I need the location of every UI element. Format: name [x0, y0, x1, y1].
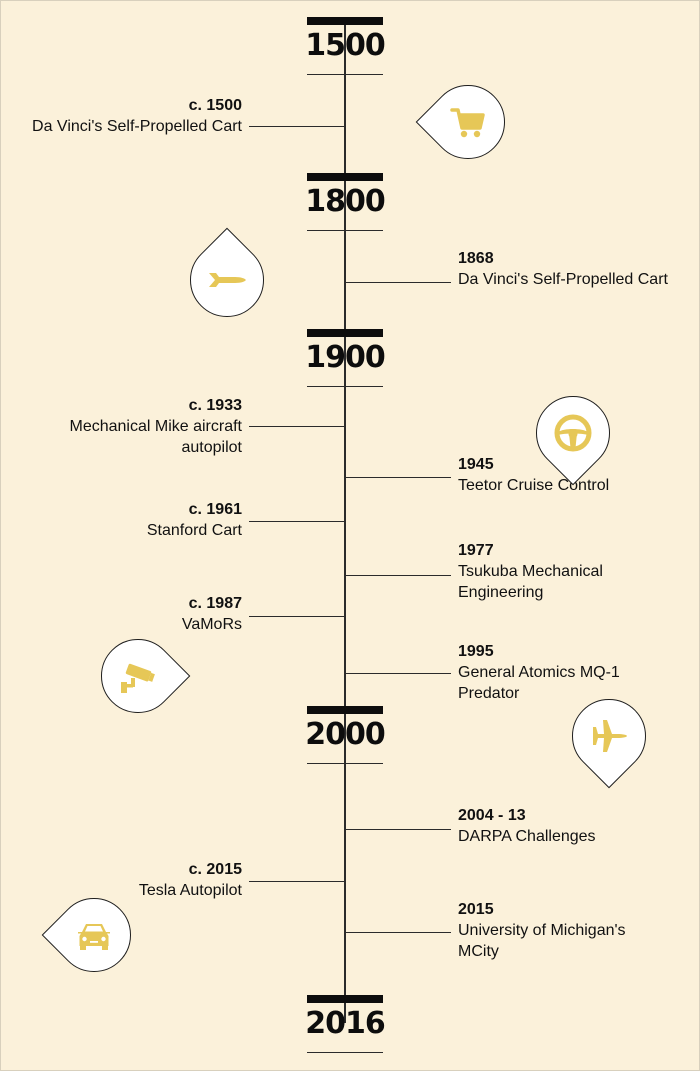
event-c1933: c. 1933 Mechanical Mike aircraft autopil…: [42, 395, 243, 458]
event-title: General Atomics MQ-1 Predator: [458, 664, 620, 702]
event-connector: [345, 829, 451, 830]
event-year: 2004 - 13: [458, 807, 526, 824]
event-connector: [249, 881, 345, 882]
era-label: 1900: [305, 340, 386, 375]
era-marker-1900: 1900: [305, 329, 386, 387]
event-c1987: c. 1987 VaMoRs: [42, 593, 242, 635]
event-connector: [249, 521, 345, 522]
event-year: c. 2015: [188, 861, 242, 878]
event-c2015: c. 2015 Tesla Autopilot: [42, 859, 242, 901]
event-title: DARPA Challenges: [458, 828, 596, 845]
event-1868: 1868 Da Vinci's Self-Propelled Cart: [458, 248, 668, 290]
event-title: University of Michigan's MCity: [458, 922, 626, 960]
steering-wheel-icon: [520, 380, 626, 486]
era-marker-2016: 2016: [305, 995, 386, 1053]
event-connector: [249, 426, 345, 427]
event-1995: 1995 General Atomics MQ-1 Predator: [458, 641, 658, 704]
event-title: Tsukuba Mechanical Engineering: [458, 563, 603, 601]
era-label: 2016: [305, 1006, 386, 1041]
timeline-axis: [344, 23, 346, 1023]
event-connector: [249, 616, 345, 617]
event-title: Da Vinci's Self-Propelled Cart: [458, 271, 668, 288]
event-connector: [345, 575, 451, 576]
era-label: 1500: [305, 28, 386, 63]
event-connector: [345, 477, 451, 478]
torpedo-icon: [174, 227, 280, 333]
event-year: 1868: [458, 250, 494, 267]
event-2015: 2015 University of Michigan's MCity: [458, 899, 668, 962]
era-label: 1800: [305, 184, 386, 219]
event-connector: [345, 282, 451, 283]
era-marker-2000: 2000: [305, 706, 386, 764]
event-2004-13: 2004 - 13 DARPA Challenges: [458, 805, 678, 847]
event-year: 1945: [458, 456, 494, 473]
event-connector: [249, 126, 345, 127]
shopping-cart-icon: [415, 69, 521, 175]
event-year: 2015: [458, 901, 494, 918]
event-c1500: c. 1500 Da Vinci's Self-Propelled Cart: [32, 95, 242, 137]
car-icon: [41, 882, 147, 988]
event-connector: [345, 932, 451, 933]
event-title: VaMoRs: [181, 616, 242, 633]
event-c1961: c. 1961 Stanford Cart: [42, 499, 242, 541]
event-title: Mechanical Mike aircraft autopilot: [69, 418, 243, 456]
airplane-icon: [556, 683, 662, 789]
event-year: c. 1500: [188, 97, 242, 114]
event-title: Da Vinci's Self-Propelled Cart: [32, 118, 242, 135]
event-year: c. 1961: [188, 501, 242, 518]
event-title: Stanford Cart: [146, 522, 242, 539]
event-connector: [345, 673, 451, 674]
event-year: 1977: [458, 542, 494, 559]
event-year: 1995: [458, 643, 494, 660]
event-year: c. 1933: [188, 397, 242, 414]
security-camera-icon: [85, 623, 191, 729]
era-marker-1500: 1500: [305, 17, 386, 75]
event-title: Tesla Autopilot: [138, 882, 242, 899]
event-year: c. 1987: [188, 595, 242, 612]
event-1977: 1977 Tsukuba Mechanical Engineering: [458, 540, 658, 603]
era-marker-1800: 1800: [305, 173, 386, 231]
era-label: 2000: [305, 717, 386, 752]
